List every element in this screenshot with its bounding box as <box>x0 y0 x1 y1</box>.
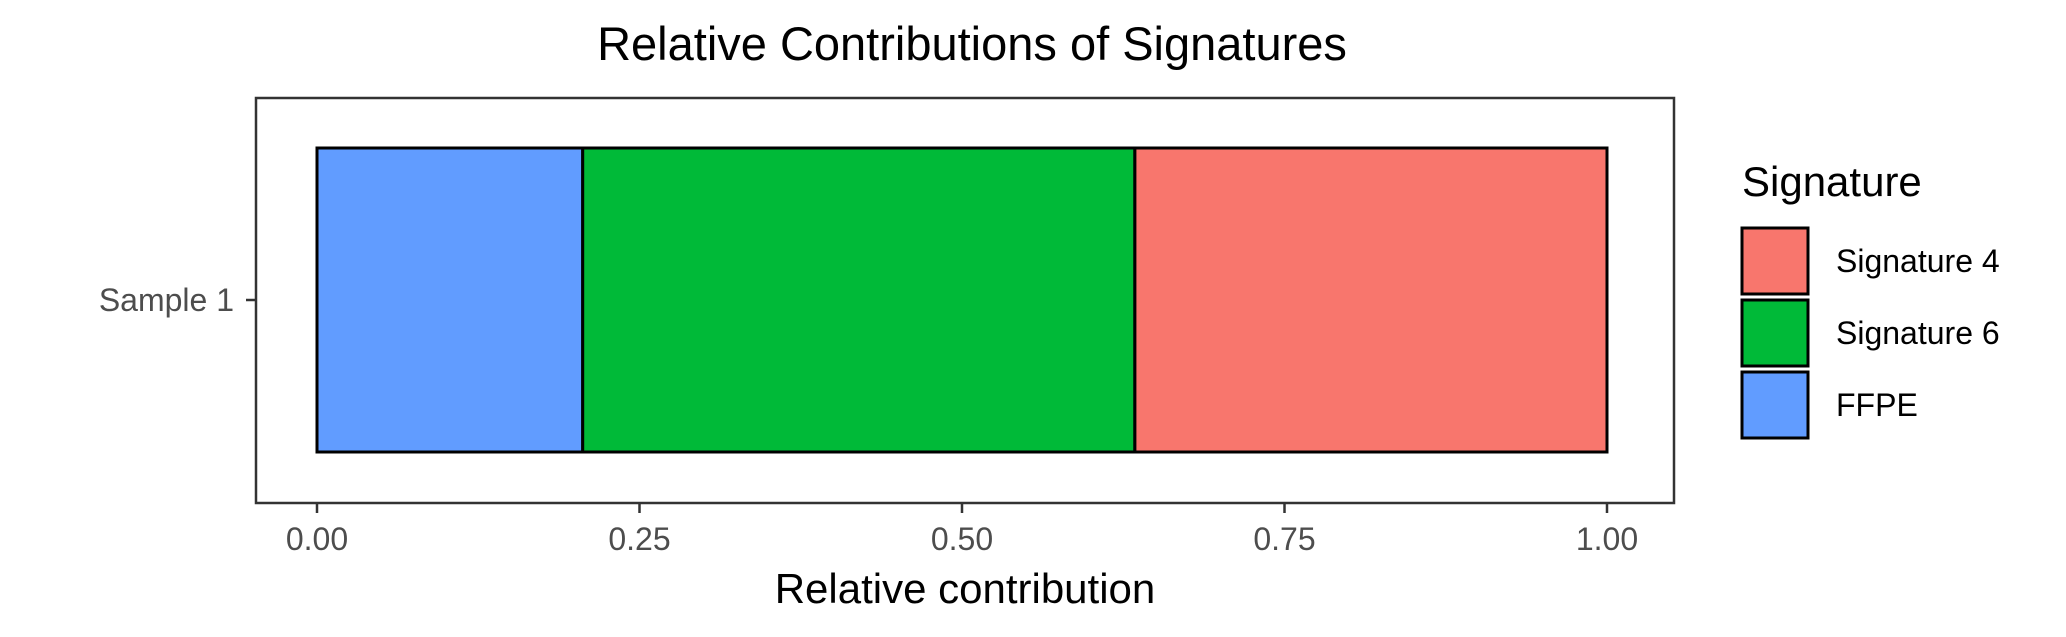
legend-key-signature-6 <box>1740 298 1810 368</box>
bar-segment-ffpe <box>315 146 585 454</box>
x-tick-label: 0.50 <box>931 521 993 557</box>
y-tick-label: Sample 1 <box>99 282 234 318</box>
legend-title: Signature <box>1742 158 1922 205</box>
x-axis: 0.00 0.25 0.50 0.75 1.00 <box>286 503 1638 557</box>
legend-label-signature-6: Signature 6 <box>1836 315 2000 351</box>
legend-label-ffpe: FFPE <box>1836 387 1918 423</box>
legend-key-signature-4 <box>1740 226 1810 296</box>
bar-group <box>315 146 1609 454</box>
x-tick-label: 0.25 <box>608 521 670 557</box>
bar-segment-signature-4 <box>1133 146 1609 454</box>
legend: Signature Signature 4 Signature 6 FFPE <box>1740 158 2000 440</box>
legend-key-ffpe <box>1740 370 1810 440</box>
bar-segment-signature-6 <box>581 146 1137 454</box>
x-axis-title: Relative contribution <box>775 565 1156 612</box>
y-axis: Sample 1 <box>99 282 256 318</box>
legend-items: Signature 4 Signature 6 FFPE <box>1740 226 2000 440</box>
x-tick-label: 0.75 <box>1253 521 1315 557</box>
x-tick-label: 0.00 <box>286 521 348 557</box>
legend-label-signature-4: Signature 4 <box>1836 243 2000 279</box>
x-tick-label: 1.00 <box>1576 521 1638 557</box>
chart-title: Relative Contributions of Signatures <box>597 17 1347 70</box>
